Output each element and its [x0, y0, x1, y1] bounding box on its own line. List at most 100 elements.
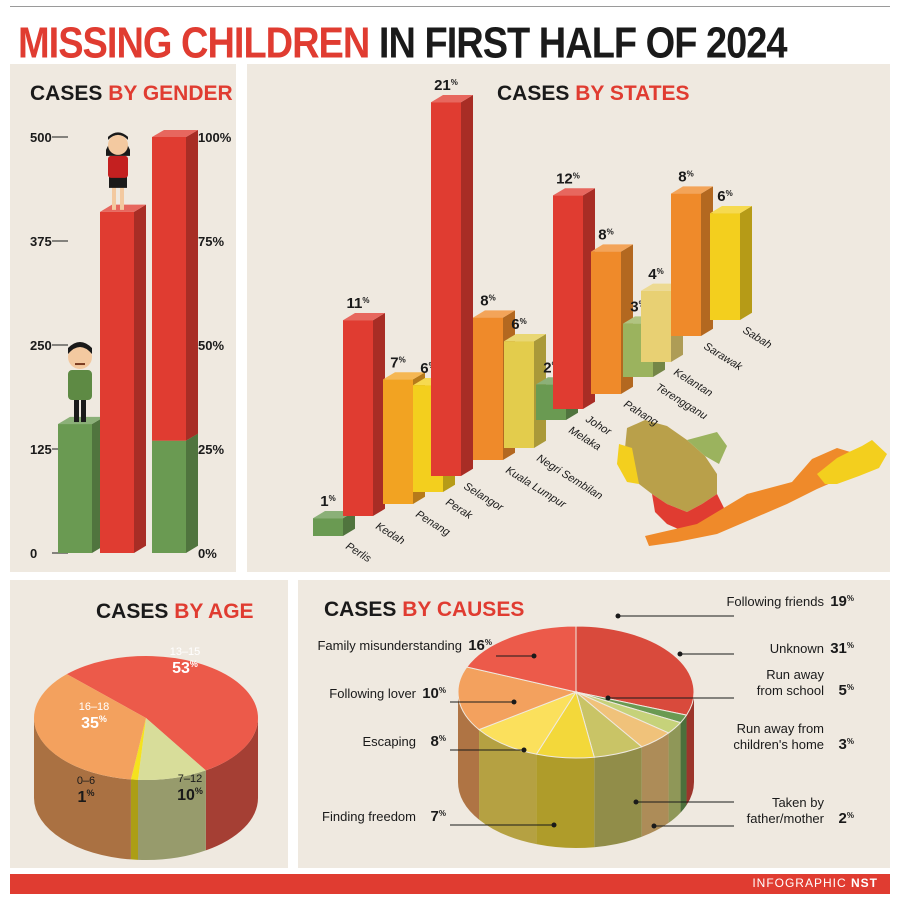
states-title: CASES BY STATES	[497, 82, 690, 105]
age-panel: CASES BY AGE 13–15 53% 7–12 10% 0–6 1% 16–18 35%	[10, 580, 288, 868]
cause-leader-dot	[615, 613, 621, 619]
state-category-label: Sarawak	[701, 340, 744, 373]
left-axis-tick: 375	[30, 234, 52, 249]
state-bar-top	[671, 186, 713, 194]
boy-icon-part	[74, 398, 79, 423]
state-value-label: 8%	[598, 227, 613, 244]
cause-category-label: Taken by	[772, 795, 825, 810]
map-region	[817, 440, 887, 484]
boy-icon	[68, 342, 92, 423]
right-axis-tick: 100%	[198, 130, 232, 145]
share-bar-boy	[152, 440, 186, 553]
state-bar-side	[373, 313, 385, 516]
age-category-label: 13–15	[170, 646, 201, 658]
boy-icon-part	[68, 370, 92, 401]
gender-bar-girl	[100, 211, 134, 553]
state-bar-top	[553, 188, 595, 196]
title-accent: MISSING CHILDREN	[18, 19, 370, 68]
footer-credit: INFOGRAPHIC NST	[752, 876, 878, 890]
left-axis-tick: 500	[30, 130, 52, 145]
left-axis-tick: 250	[30, 338, 52, 353]
state-category-label: Perak	[443, 496, 474, 522]
state-value-label: 4%	[648, 266, 663, 283]
cause-slice-side	[668, 722, 681, 823]
state-bar-top	[343, 313, 385, 321]
state-bar-side	[740, 206, 752, 320]
age-slice-side	[138, 770, 206, 860]
cause-category-label: Run away from	[737, 721, 824, 736]
gender-bar-boy	[58, 424, 92, 553]
age-slice-side	[34, 718, 131, 860]
causes-title: CASES BY CAUSES	[324, 598, 524, 621]
state-bar	[383, 379, 413, 504]
state-value-label: 6%	[511, 316, 526, 333]
cause-slice-side	[680, 715, 687, 813]
state-bar	[553, 195, 583, 409]
cause-slice-side	[536, 754, 595, 848]
girl-icon-part	[108, 155, 128, 178]
girl-icon-part	[112, 185, 116, 210]
left-axis-tick: 125	[30, 442, 52, 457]
cause-category-label: Run away	[766, 667, 824, 682]
state-value-label: 8%	[678, 169, 693, 186]
map-region	[617, 444, 639, 484]
right-axis-tick: 0%	[198, 546, 217, 561]
state-bar-top	[431, 95, 473, 103]
states-panel: CASES BY STATES 1% Perlis 11% Kedah 7% Penang 6…	[247, 64, 890, 572]
state-bar-side	[343, 511, 355, 536]
cause-value-label: 31%	[830, 640, 854, 657]
cause-slice	[465, 625, 577, 693]
right-axis-tick: 75%	[198, 234, 224, 249]
causes-chart: CASES BY CAUSES Unknown 31% Taken byfather/…	[317, 593, 854, 848]
age-category-label: 7–12	[178, 773, 202, 785]
page-title: MISSING CHILDREN IN FIRST HALF OF 2024	[18, 16, 788, 71]
age-slice	[138, 718, 206, 780]
cause-slice-side	[594, 746, 642, 848]
girl-icon-part	[108, 132, 128, 140]
share-bar-girl-top	[152, 130, 198, 137]
cause-slice	[575, 625, 695, 716]
gender-panel: CASES BY GENDER 0 125 250 375 500 0% 25% 50% 75% 1…	[10, 64, 236, 572]
age-category-label: 0–6	[77, 775, 95, 787]
state-bar	[473, 317, 503, 460]
state-bar	[504, 341, 534, 448]
age-slice-side	[130, 779, 139, 860]
cause-leader-dot	[651, 823, 657, 829]
girl-icon-part	[109, 175, 127, 188]
state-bar	[641, 290, 671, 362]
state-value-label: 1%	[320, 493, 335, 510]
cause-value-label: 7%	[431, 808, 446, 825]
cause-leader-dot	[605, 695, 611, 701]
cause-value-label: 19%	[830, 593, 854, 610]
state-bar	[591, 251, 621, 394]
age-slice-side	[205, 718, 258, 851]
left-axis-tick: 0	[30, 546, 37, 561]
cause-category-label: from school	[757, 683, 824, 698]
cause-leader-dot	[511, 699, 517, 705]
malaysia-map	[617, 420, 887, 546]
state-bar	[431, 102, 461, 476]
age-value-label: 10%	[177, 786, 203, 804]
cause-leader-dot	[531, 653, 537, 659]
cause-value-label: 5%	[839, 682, 854, 699]
state-bar-top	[383, 372, 425, 380]
states-chart: CASES BY STATES 1% Perlis 11% Kedah 7% Penang 6…	[313, 77, 887, 565]
state-bar-top	[473, 310, 515, 318]
share-bar-girl	[152, 137, 186, 441]
state-category-label: Kedah	[373, 520, 406, 547]
age-slice	[34, 674, 146, 780]
state-category-label: Sabah	[740, 324, 773, 351]
state-value-label: 7%	[390, 354, 405, 371]
state-bar	[671, 193, 701, 336]
gender-chart: CASES BY GENDER 0 125 250 375 500 0% 25% 50% 75% 1…	[30, 82, 233, 561]
boy-icon-part	[81, 398, 86, 423]
credit-brand: NST	[851, 876, 878, 890]
cause-value-label: 10%	[422, 685, 446, 702]
cause-category-label: father/mother	[747, 811, 825, 826]
cause-category-label: children's home	[733, 737, 824, 752]
state-value-label: 11%	[347, 295, 370, 312]
boy-icon-part	[68, 345, 92, 370]
age-slice	[66, 656, 258, 771]
boy-icon-part	[68, 342, 92, 355]
